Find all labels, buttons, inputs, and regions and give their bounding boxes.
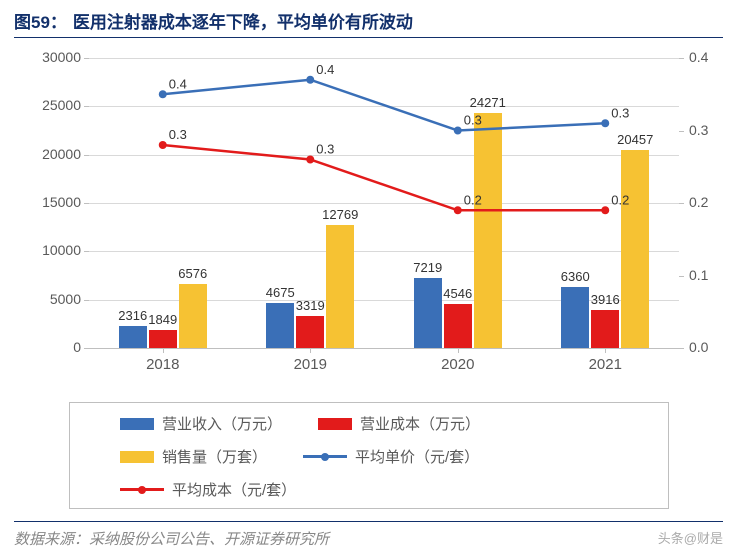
- legend-label: 平均成本（元/套）: [172, 479, 296, 500]
- legend-swatch: [120, 451, 154, 463]
- legend: 营业收入（万元） 营业成本（万元） 销售量（万套） 平均单价（元/套） 平均成本（元/套…: [69, 402, 669, 509]
- legend-item: 营业收入（万元）: [120, 413, 282, 434]
- source-text: 数据来源：采纳股份公司公告、开源证券研究所: [14, 528, 329, 549]
- legend-swatch: [120, 418, 154, 430]
- legend-label: 营业成本（万元）: [360, 413, 480, 434]
- legend-swatch: [318, 418, 352, 430]
- legend-swatch: [303, 455, 347, 458]
- legend-item: 平均成本（元/套）: [120, 479, 296, 500]
- legend-item: 营业成本（万元）: [318, 413, 480, 434]
- source-row: 数据来源：采纳股份公司公告、开源证券研究所 头条@财是: [14, 521, 723, 549]
- line-point-label: 0.3: [464, 113, 482, 128]
- watermark: 头条@财是: [658, 528, 723, 549]
- line-point-label: 0.2: [464, 192, 482, 207]
- line-point-label: 0.4: [316, 62, 334, 77]
- line-point-label: 0.3: [611, 105, 629, 120]
- legend-label: 平均单价（元/套）: [355, 446, 479, 467]
- line-point-label: 0.3: [316, 142, 334, 157]
- lines-layer: 0.4 0.4 0.3 0.3 0.3 0.3 0.2 0.2: [14, 48, 737, 388]
- legend-label: 营业收入（万元）: [162, 413, 282, 434]
- line-point-label: 0.2: [611, 192, 629, 207]
- legend-item: 平均单价（元/套）: [303, 446, 479, 467]
- legend-label: 销售量（万套）: [162, 446, 267, 467]
- title-prefix: 图59：: [14, 8, 67, 33]
- legend-item: 销售量（万套）: [120, 446, 267, 467]
- line-point-label: 0.3: [169, 127, 187, 142]
- legend-swatch: [120, 488, 164, 491]
- title-text: 医用注射器成本逐年下降，平均单价有所波动: [73, 8, 413, 33]
- line-point-label: 0.4: [169, 76, 187, 91]
- combo-chart: 0500010000150002000025000300000.00.10.20…: [14, 48, 723, 388]
- chart-title-row: 图59： 医用注射器成本逐年下降，平均单价有所波动: [14, 8, 723, 38]
